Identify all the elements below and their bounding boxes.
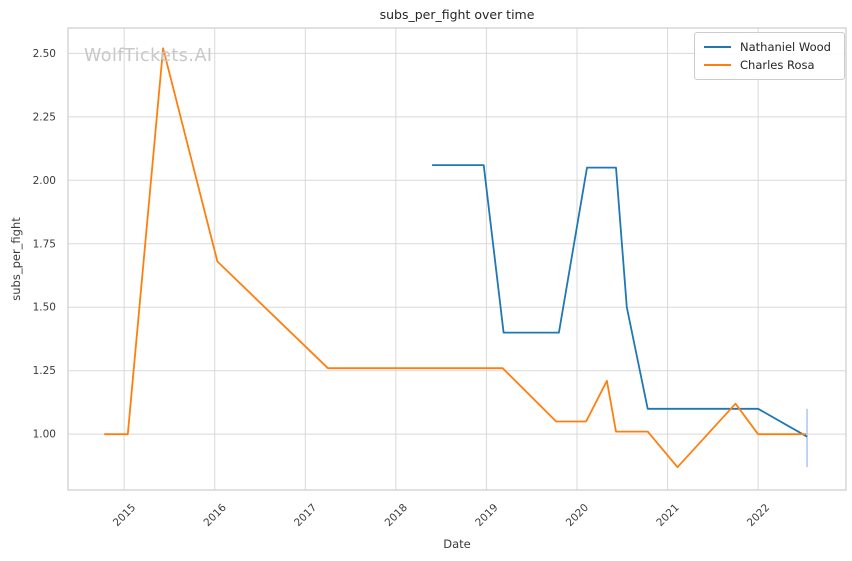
legend-line-swatch-blue: [704, 46, 731, 48]
x-tick-label: 2017: [292, 502, 319, 529]
x-tick-label: 2016: [201, 501, 229, 529]
legend-label: Nathaniel Wood: [740, 40, 831, 54]
x-tick-label: 2019: [473, 502, 500, 529]
series-line-nathaniel-wood: [432, 164, 808, 438]
watermark: WolfTickets.AI: [84, 46, 213, 66]
legend-item-nathaniel-wood: Nathaniel Wood: [704, 38, 844, 56]
x-tick-label: 2020: [564, 502, 591, 529]
x-tick-label: 2015: [111, 502, 138, 529]
plot-border: [67, 27, 847, 491]
y-tick-label: 2.00: [33, 175, 56, 187]
legend-item-charles-rosa: Charles Rosa: [704, 56, 844, 74]
x-tick-label: 2022: [745, 502, 772, 529]
y-tick-label: 1.50: [33, 302, 56, 314]
y-tick-label: 1.00: [33, 429, 56, 441]
x-tick-label: 2018: [383, 502, 410, 529]
x-axis-label: Date: [443, 537, 471, 551]
legend-label: Charles Rosa: [740, 58, 815, 72]
chart-title: subs_per_fight over time: [379, 7, 535, 22]
legend-line-swatch-orange: [704, 64, 731, 66]
legend: Nathaniel Wood Charles Rosa: [694, 32, 845, 80]
x-tick-label: 2021: [654, 502, 681, 529]
y-tick-label: 2.50: [33, 48, 56, 60]
y-tick-label: 1.75: [33, 238, 56, 250]
series-line-charles-rosa: [104, 47, 807, 469]
y-tick-label: 2.25: [33, 111, 56, 123]
y-axis-label: subs_per_fight: [9, 217, 23, 301]
y-tick-label: 1.25: [33, 365, 56, 377]
